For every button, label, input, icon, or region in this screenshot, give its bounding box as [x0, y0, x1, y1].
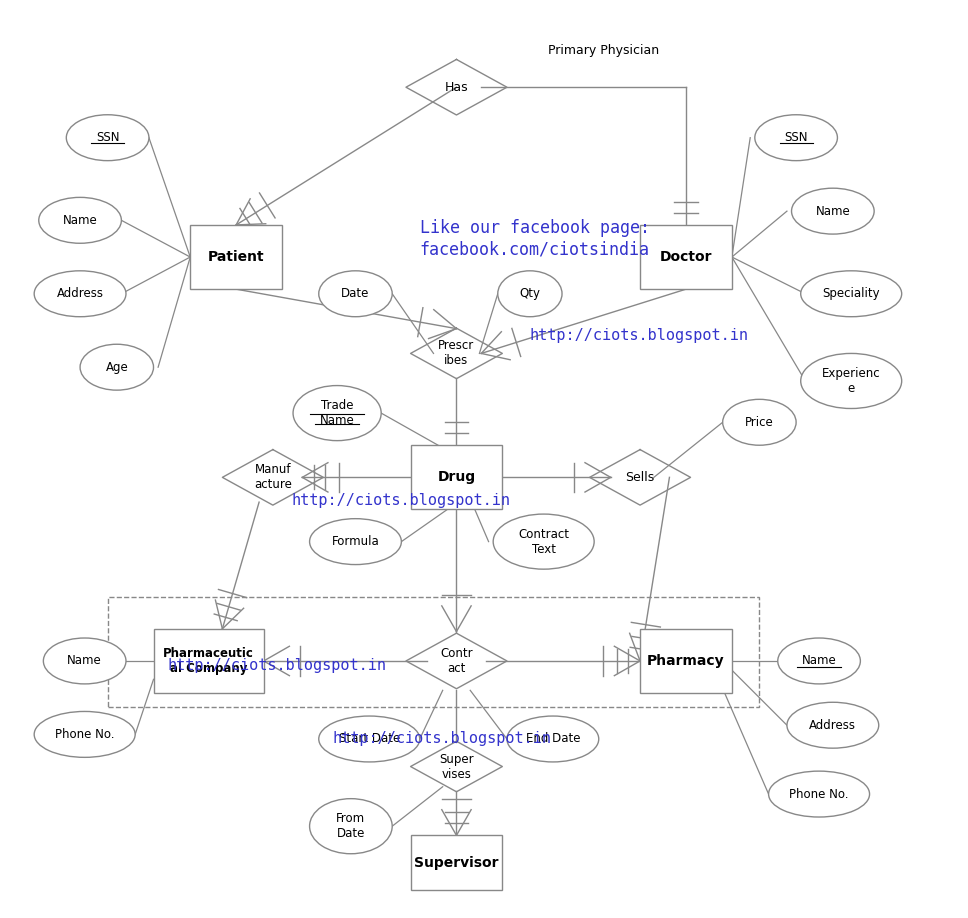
- Text: Like our facebook page:
facebook.com/ciotsindia: Like our facebook page: facebook.com/cio…: [420, 219, 650, 258]
- Text: Sells: Sells: [625, 471, 654, 484]
- Ellipse shape: [80, 344, 154, 390]
- Text: Name: Name: [63, 214, 98, 227]
- Ellipse shape: [67, 115, 149, 161]
- Text: http://ciots.blogspot.in: http://ciots.blogspot.in: [333, 731, 552, 745]
- Text: Address: Address: [809, 719, 857, 732]
- Text: Name: Name: [68, 655, 102, 667]
- Text: Super
vises: Super vises: [439, 753, 473, 780]
- Text: Supervisor: Supervisor: [414, 856, 499, 870]
- Text: http://ciots.blogspot.in: http://ciots.blogspot.in: [291, 493, 510, 508]
- Ellipse shape: [310, 799, 392, 854]
- Text: Age: Age: [106, 361, 128, 374]
- Ellipse shape: [755, 115, 837, 161]
- Text: Address: Address: [56, 287, 104, 300]
- Ellipse shape: [493, 514, 594, 569]
- Bar: [410, 835, 502, 890]
- Text: Drug: Drug: [438, 470, 475, 485]
- Text: SSN: SSN: [96, 131, 119, 144]
- Text: Trade
Name: Trade Name: [319, 399, 354, 427]
- Text: Phone No.: Phone No.: [789, 788, 849, 800]
- Text: Experienc
e: Experienc e: [822, 367, 881, 395]
- Ellipse shape: [34, 711, 136, 757]
- Text: Contract
Text: Contract Text: [518, 528, 569, 555]
- Text: Patient: Patient: [208, 250, 264, 264]
- Ellipse shape: [801, 271, 901, 317]
- Ellipse shape: [318, 716, 420, 762]
- Ellipse shape: [293, 386, 381, 441]
- Text: Speciality: Speciality: [823, 287, 880, 300]
- Text: From
Date: From Date: [336, 812, 366, 840]
- Ellipse shape: [801, 353, 901, 409]
- Text: Start Date: Start Date: [339, 733, 400, 745]
- Text: Price: Price: [745, 416, 773, 429]
- Ellipse shape: [34, 271, 126, 317]
- Ellipse shape: [310, 519, 402, 565]
- Text: Has: Has: [444, 81, 469, 94]
- Ellipse shape: [318, 271, 392, 317]
- Text: End Date: End Date: [526, 733, 580, 745]
- Ellipse shape: [787, 702, 879, 748]
- Text: Doctor: Doctor: [660, 250, 712, 264]
- Text: Primary Physician: Primary Physician: [548, 44, 659, 57]
- Text: http://ciots.blogspot.in: http://ciots.blogspot.in: [529, 328, 749, 342]
- Ellipse shape: [44, 638, 126, 684]
- Ellipse shape: [723, 399, 796, 445]
- Ellipse shape: [769, 771, 869, 817]
- Ellipse shape: [507, 716, 599, 762]
- Ellipse shape: [498, 271, 562, 317]
- Bar: [154, 629, 263, 693]
- Bar: [191, 225, 282, 289]
- Text: SSN: SSN: [784, 131, 808, 144]
- Text: Pharmaceutic
al Company: Pharmaceutic al Company: [164, 647, 254, 675]
- Text: Contr
act: Contr act: [440, 647, 472, 675]
- Text: Manuf
acture: Manuf acture: [254, 464, 291, 491]
- Bar: [107, 597, 760, 707]
- Bar: [640, 225, 732, 289]
- Bar: [640, 629, 732, 693]
- Ellipse shape: [792, 188, 874, 234]
- Text: Date: Date: [342, 287, 370, 300]
- Text: Formula: Formula: [332, 535, 379, 548]
- Text: http://ciots.blogspot.in: http://ciots.blogspot.in: [167, 658, 386, 673]
- Ellipse shape: [39, 197, 121, 243]
- Bar: [410, 445, 502, 509]
- Text: Name: Name: [802, 655, 836, 667]
- Text: Phone No.: Phone No.: [55, 728, 114, 741]
- Text: Pharmacy: Pharmacy: [648, 654, 725, 668]
- Ellipse shape: [777, 638, 861, 684]
- Text: Qty: Qty: [520, 287, 540, 300]
- Text: Name: Name: [815, 205, 850, 218]
- Text: Prescr
ibes: Prescr ibes: [439, 340, 474, 367]
